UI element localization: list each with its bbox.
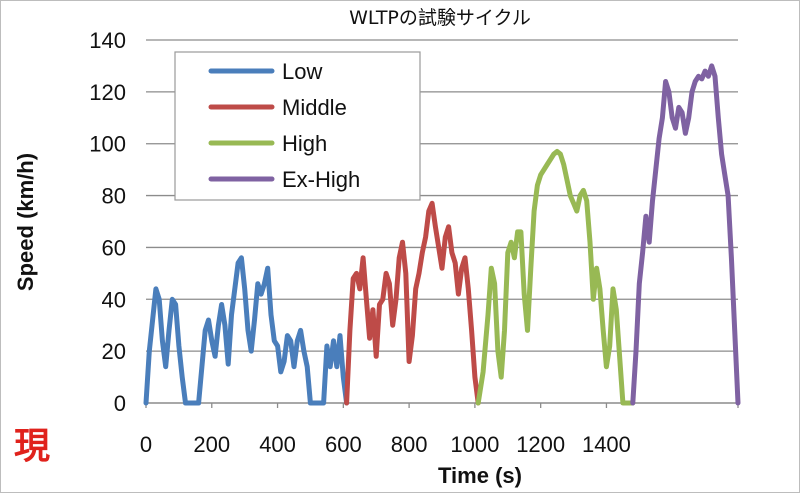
legend-box [174, 51, 421, 201]
series-line-middle [344, 200, 481, 406]
y-tick-label: 20 [102, 339, 126, 364]
x-tick-label: 0 [140, 432, 152, 457]
corner-overlay-text: 現 [14, 426, 50, 467]
series-line-low [143, 255, 350, 406]
y-tick-label: 80 [102, 184, 126, 209]
x-tick-label: 1400 [582, 432, 631, 457]
x-tick-label: 400 [259, 432, 296, 457]
y-tick-label: 60 [102, 235, 126, 260]
chart-title: WLTPの試験サイクル [349, 7, 531, 29]
legend: Low Middle High Ex-High [174, 51, 421, 201]
y-tick-label: 0 [114, 391, 126, 416]
series-line-ex-high [630, 63, 741, 406]
y-axis-title: Speed (km/h) [13, 153, 38, 291]
x-axis-title: Time (s) [438, 463, 522, 488]
y-tick-label: 100 [89, 132, 126, 157]
legend-label-low: Low [282, 59, 322, 84]
legend-label-ex-high: Ex-High [282, 167, 360, 192]
y-tick-label: 140 [89, 28, 126, 53]
x-tick-label: 600 [325, 432, 362, 457]
series-lines [143, 63, 741, 406]
x-tick-label: 800 [391, 432, 428, 457]
legend-label-middle: Middle [282, 95, 347, 120]
x-tick-label: 200 [193, 432, 230, 457]
x-tick-label: 1200 [516, 432, 565, 457]
y-tick-label: 40 [102, 287, 126, 312]
series-line-high [475, 149, 636, 406]
legend-label-high: High [282, 131, 327, 156]
y-tick-labels: 0 20 40 60 80 100 120 140 [89, 28, 126, 416]
y-tick-label: 120 [89, 80, 126, 105]
x-tick-labels: 0 200 400 600 800 1000 1200 1400 [140, 403, 739, 457]
x-tick-label: 1000 [450, 432, 499, 457]
